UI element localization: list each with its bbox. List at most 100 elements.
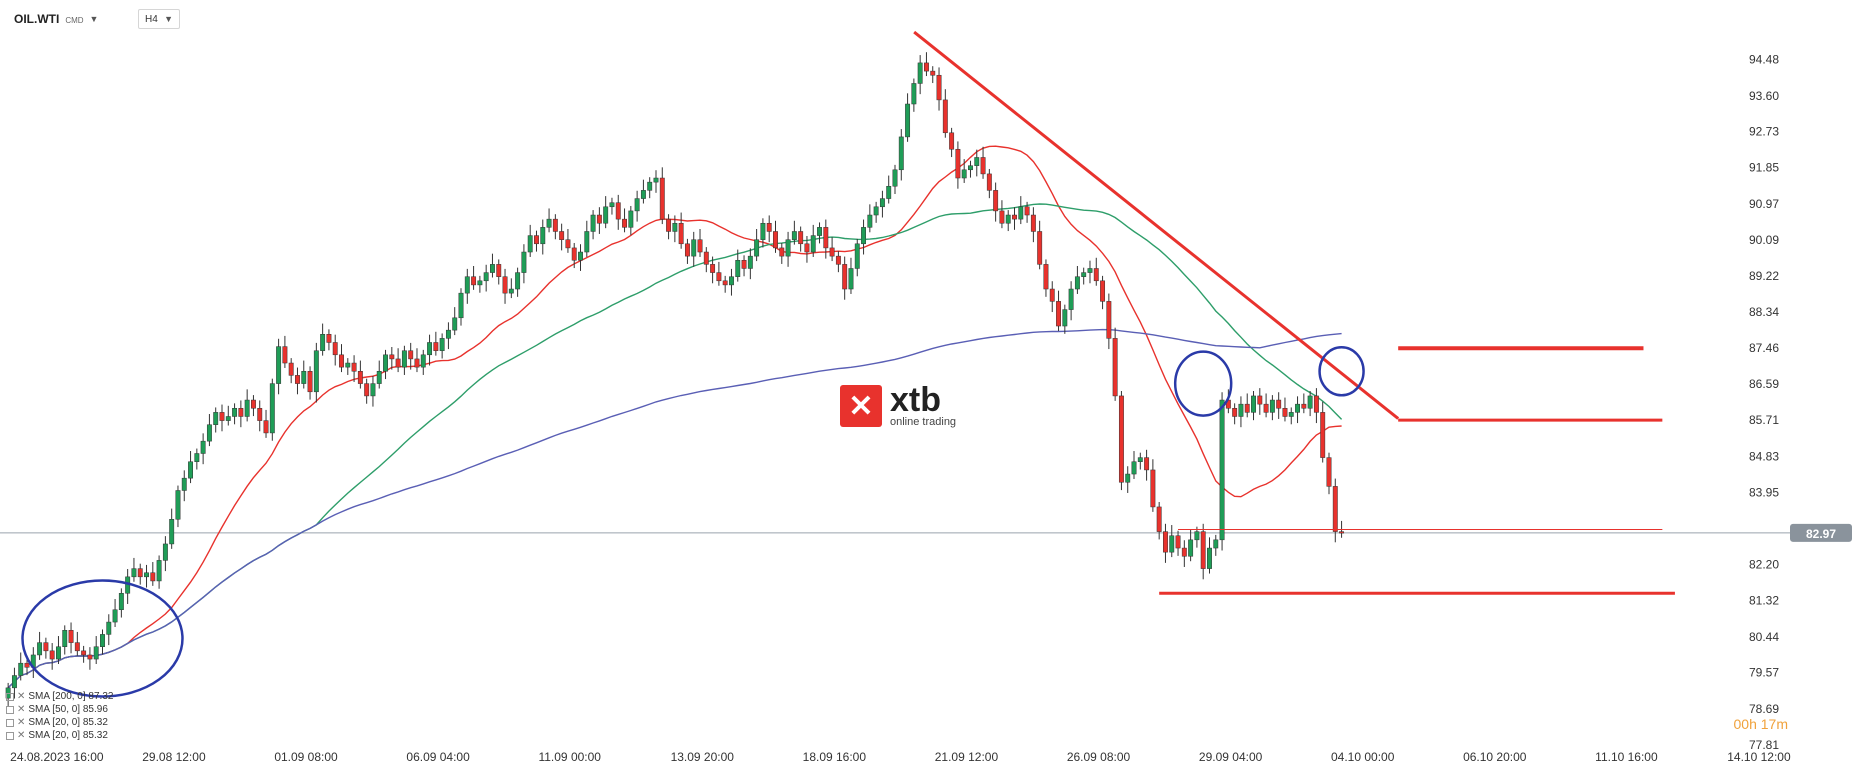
candle-body bbox=[169, 519, 175, 545]
candle-body bbox=[1207, 547, 1212, 569]
candle-body bbox=[357, 371, 363, 384]
candle-body bbox=[1263, 403, 1269, 413]
candle-body bbox=[773, 231, 778, 249]
legend-item[interactable]: ✕ SMA [20, 0] 85.32 bbox=[6, 716, 113, 729]
candle-body bbox=[527, 235, 533, 253]
candle-body bbox=[56, 646, 61, 660]
y-tick-label: 94.48 bbox=[1749, 53, 1779, 67]
candle-body bbox=[1163, 531, 1168, 553]
candle-body bbox=[804, 243, 810, 253]
y-tick-label: 79.57 bbox=[1749, 666, 1779, 680]
x-tick-label: 26.09 08:00 bbox=[1067, 750, 1131, 764]
candle-body bbox=[263, 420, 269, 434]
candle-body bbox=[942, 99, 948, 134]
x-tick-label: 21.09 12:00 bbox=[935, 750, 999, 764]
x-tick-label: 11.09 00:00 bbox=[538, 750, 601, 764]
candle-body bbox=[1118, 395, 1124, 483]
candle-body bbox=[188, 461, 193, 479]
y-tick-label: 88.34 bbox=[1749, 305, 1779, 319]
candle-body bbox=[1251, 395, 1256, 413]
x-tick-label: 11.10 16:00 bbox=[1595, 750, 1658, 764]
legend-item[interactable]: ✕ SMA [200, 0] 87.32 bbox=[6, 690, 113, 703]
candle-body bbox=[729, 276, 734, 286]
candle-body bbox=[383, 354, 388, 372]
candle-body bbox=[1150, 469, 1156, 508]
candle-body bbox=[659, 177, 665, 220]
candle-body bbox=[87, 654, 93, 660]
candle-body bbox=[49, 650, 55, 660]
y-tick-label: 82.20 bbox=[1749, 558, 1779, 572]
candle-body bbox=[137, 568, 143, 578]
candle-body bbox=[477, 280, 483, 286]
candle-body bbox=[1244, 403, 1250, 413]
candle-body bbox=[678, 222, 684, 245]
current-price-label: 82.97 bbox=[1806, 527, 1836, 541]
indicator-icon bbox=[6, 692, 14, 701]
candle-body bbox=[112, 609, 118, 623]
symbol-type: CMD bbox=[65, 16, 84, 25]
candle-body bbox=[1005, 214, 1011, 224]
candle-body bbox=[791, 231, 797, 240]
candle-body bbox=[578, 251, 583, 261]
x-tick-label: 18.09 16:00 bbox=[803, 750, 867, 764]
candle-body bbox=[1156, 506, 1162, 532]
candle-body bbox=[999, 210, 1005, 224]
candle-body bbox=[993, 190, 999, 212]
downtrend-line bbox=[913, 30, 1400, 420]
timeframe-select[interactable]: H4 ▼ bbox=[138, 9, 180, 29]
close-icon[interactable]: ✕ bbox=[17, 704, 26, 715]
candle-body bbox=[483, 272, 489, 282]
close-icon[interactable]: ✕ bbox=[17, 717, 26, 728]
candle-body bbox=[1049, 288, 1055, 302]
candle-body bbox=[74, 642, 80, 652]
instrument-selector[interactable]: OIL.WTI CMD ▼ bbox=[14, 8, 98, 30]
candle-body bbox=[835, 255, 841, 265]
candle-body bbox=[194, 453, 200, 462]
chevron-down-icon[interactable]: ▼ bbox=[89, 14, 99, 24]
candle-body bbox=[1100, 280, 1106, 302]
candle-body bbox=[634, 198, 640, 212]
legend-item[interactable]: ✕ SMA [20, 0] 85.32 bbox=[6, 729, 113, 742]
candle-body bbox=[1037, 231, 1043, 265]
candle-body bbox=[1232, 408, 1238, 417]
candle-body bbox=[515, 272, 521, 290]
candle-body bbox=[125, 576, 131, 594]
candle-body bbox=[647, 181, 653, 191]
candle-body bbox=[1106, 301, 1112, 339]
y-tick-label: 78.69 bbox=[1749, 702, 1779, 716]
y-tick-label: 90.97 bbox=[1749, 197, 1779, 211]
candle-body bbox=[936, 74, 942, 101]
candle-body bbox=[276, 346, 282, 384]
candle-body bbox=[250, 399, 256, 409]
candle-body bbox=[213, 412, 219, 425]
candle-body bbox=[1056, 301, 1061, 327]
candle-body bbox=[162, 543, 168, 561]
chevron-down-icon: ▼ bbox=[164, 14, 173, 24]
candle-body bbox=[873, 206, 879, 216]
candle-body bbox=[961, 169, 967, 179]
close-icon[interactable]: ✕ bbox=[17, 691, 26, 702]
highlight-circle bbox=[1318, 346, 1365, 397]
indicator-icon bbox=[6, 731, 14, 740]
candle-body bbox=[401, 350, 407, 368]
close-icon[interactable]: ✕ bbox=[17, 730, 26, 741]
candle-body bbox=[741, 259, 747, 269]
candle-body bbox=[898, 136, 904, 171]
candle-body bbox=[307, 371, 313, 393]
highlight-circle bbox=[1173, 350, 1233, 417]
candle-body bbox=[842, 264, 848, 290]
candle-body bbox=[1087, 268, 1093, 273]
candle-body bbox=[640, 190, 646, 199]
candle-body bbox=[754, 239, 760, 257]
y-tick-label: 83.95 bbox=[1749, 486, 1779, 500]
candle-body bbox=[232, 408, 238, 417]
candle-body bbox=[445, 329, 451, 339]
x-tick-label: 29.08 12:00 bbox=[142, 750, 206, 764]
candle-body bbox=[206, 424, 212, 442]
candle-body bbox=[905, 103, 911, 138]
sma-200-line bbox=[7, 328, 1342, 689]
candle-countdown: 00h 17m bbox=[1733, 716, 1788, 732]
candle-body bbox=[37, 642, 43, 656]
legend-item[interactable]: ✕ SMA [50, 0] 85.96 bbox=[6, 703, 113, 716]
